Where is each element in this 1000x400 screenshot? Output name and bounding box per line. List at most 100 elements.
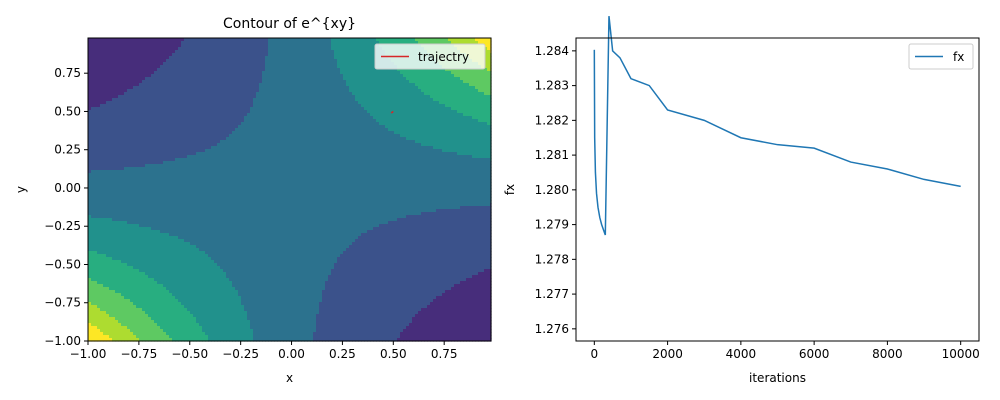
contour-cell [328, 92, 332, 96]
contour-cell [136, 71, 140, 75]
contour-cell [157, 92, 161, 96]
contour-cell [142, 95, 146, 99]
contour-cell [139, 107, 143, 111]
contour-cell [262, 44, 266, 48]
contour-cell [229, 59, 233, 63]
contour-cell [187, 38, 191, 42]
contour-cell [142, 131, 146, 135]
contour-cell [139, 137, 143, 141]
contour-cell [337, 92, 341, 96]
contour-cell [229, 83, 233, 87]
contour-cell [202, 68, 206, 72]
contour-cell [220, 83, 224, 87]
contour-cell [403, 143, 407, 147]
contour-cell [187, 119, 191, 123]
contour-cell [130, 65, 134, 69]
contour-cell [94, 98, 98, 102]
contour-cell [340, 65, 344, 69]
contour-cell [214, 71, 218, 75]
contour-cell [238, 101, 242, 105]
contour-cell [121, 83, 125, 87]
contour-cell [457, 125, 461, 129]
contour-cell [145, 50, 149, 54]
contour-cell [346, 59, 350, 63]
contour-cell [211, 56, 215, 60]
contour-cell [208, 113, 212, 117]
contour-cell [442, 131, 446, 135]
contour-cell [151, 71, 155, 75]
contour-cell [190, 80, 194, 84]
contour-cell [385, 140, 389, 144]
contour-cell [346, 122, 350, 126]
contour-cell [436, 80, 440, 84]
contour-cell [247, 59, 251, 63]
contour-cell [370, 83, 374, 87]
contour-cell [457, 107, 461, 111]
contour-cell [253, 134, 257, 138]
contour-cell [409, 116, 413, 120]
contour-cell [280, 68, 284, 72]
contour-cell [436, 146, 440, 150]
contour-cell [232, 77, 236, 81]
contour-cell [382, 74, 386, 78]
contour-cell [466, 110, 470, 114]
contour-cell [328, 116, 332, 120]
contour-cell [91, 122, 95, 126]
contour-cell [109, 119, 113, 123]
contour-cell [229, 38, 233, 42]
contour-cell [352, 146, 356, 150]
contour-cell [151, 101, 155, 105]
contour-cell [367, 116, 371, 120]
contour-cell [115, 47, 119, 51]
contour-cell [157, 56, 161, 60]
contour-cell [103, 68, 107, 72]
contour-cell [454, 116, 458, 120]
contour-cell [424, 143, 428, 147]
contour-cell [406, 92, 410, 96]
contour-cell [238, 146, 242, 150]
contour-cell [418, 146, 422, 150]
contour-cell [304, 137, 308, 141]
contour-cell [460, 140, 464, 144]
contour-cell [478, 74, 482, 78]
contour-cell [346, 68, 350, 72]
contour-cell [250, 95, 254, 99]
contour-cell [163, 89, 167, 93]
contour-cell [205, 131, 209, 135]
contour-cell [310, 95, 314, 99]
contour-cell [169, 146, 173, 150]
contour-cell [193, 98, 197, 102]
contour-cell [283, 113, 287, 117]
contour-cell [316, 125, 320, 129]
contour-cell [298, 74, 302, 78]
contour-cell [217, 74, 221, 78]
contour-cell [340, 101, 344, 105]
contour-cell [175, 131, 179, 135]
contour-cell [400, 122, 404, 126]
contour-cell [346, 77, 350, 81]
contour-cell [142, 146, 146, 150]
contour-cell [367, 137, 371, 141]
contour-cell [196, 128, 200, 132]
contour-cell [283, 104, 287, 108]
contour-cell [109, 47, 113, 51]
contour-cell [199, 113, 203, 117]
contour-cell [220, 86, 224, 90]
contour-cell [331, 41, 335, 45]
contour-cell [241, 98, 245, 102]
contour-cell [157, 38, 161, 42]
contour-cell [283, 89, 287, 93]
contour-cell [88, 125, 92, 129]
contour-cell [235, 74, 239, 78]
contour-cell [451, 104, 455, 108]
contour-cell [349, 125, 353, 129]
contour-cell [394, 140, 398, 144]
contour-cell [124, 77, 128, 81]
contour-cell [145, 146, 149, 150]
contour-cell [244, 80, 248, 84]
contour-cell [367, 110, 371, 114]
contour-cell [211, 125, 215, 129]
contour-cell [388, 107, 392, 111]
contour-cell [472, 74, 476, 78]
contour-cell [328, 119, 332, 123]
